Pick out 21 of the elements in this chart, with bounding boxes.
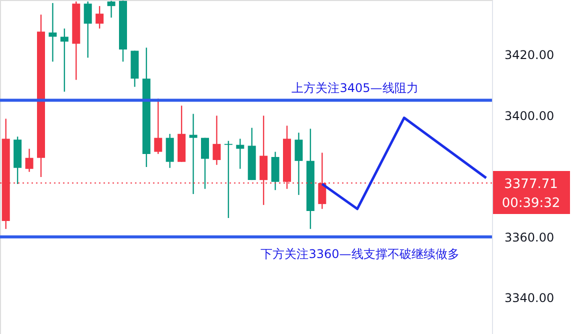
candlestick: [25, 148, 34, 172]
ref-line-label: 上方关注3405—线阻力: [292, 81, 418, 96]
candlestick: [212, 115, 221, 166]
y-tick-label: 3360.00: [504, 230, 554, 244]
candlestick: [224, 140, 232, 219]
y-tick-label: 3400.00: [504, 108, 554, 123]
candlestick: [60, 28, 68, 92]
candlestick: [236, 138, 244, 170]
candlestick: [96, 5, 104, 30]
candlestick: [84, 0, 92, 58]
candlestick: [48, 2, 57, 62]
candlestick: [294, 132, 303, 196]
y-tick-label: 3420.00: [504, 48, 554, 62]
candlestick: [201, 137, 209, 190]
text: 00:39:32: [502, 196, 560, 212]
y-tick-label: 3340.00: [504, 291, 554, 306]
candlestick: [107, 0, 116, 18]
ref-line-label: 3377.71: [504, 177, 558, 192]
candlestick: [189, 113, 198, 195]
ref-line-label: 下方关注3360—线支撑不破继续做多: [260, 246, 460, 261]
candlestick: [166, 133, 174, 169]
